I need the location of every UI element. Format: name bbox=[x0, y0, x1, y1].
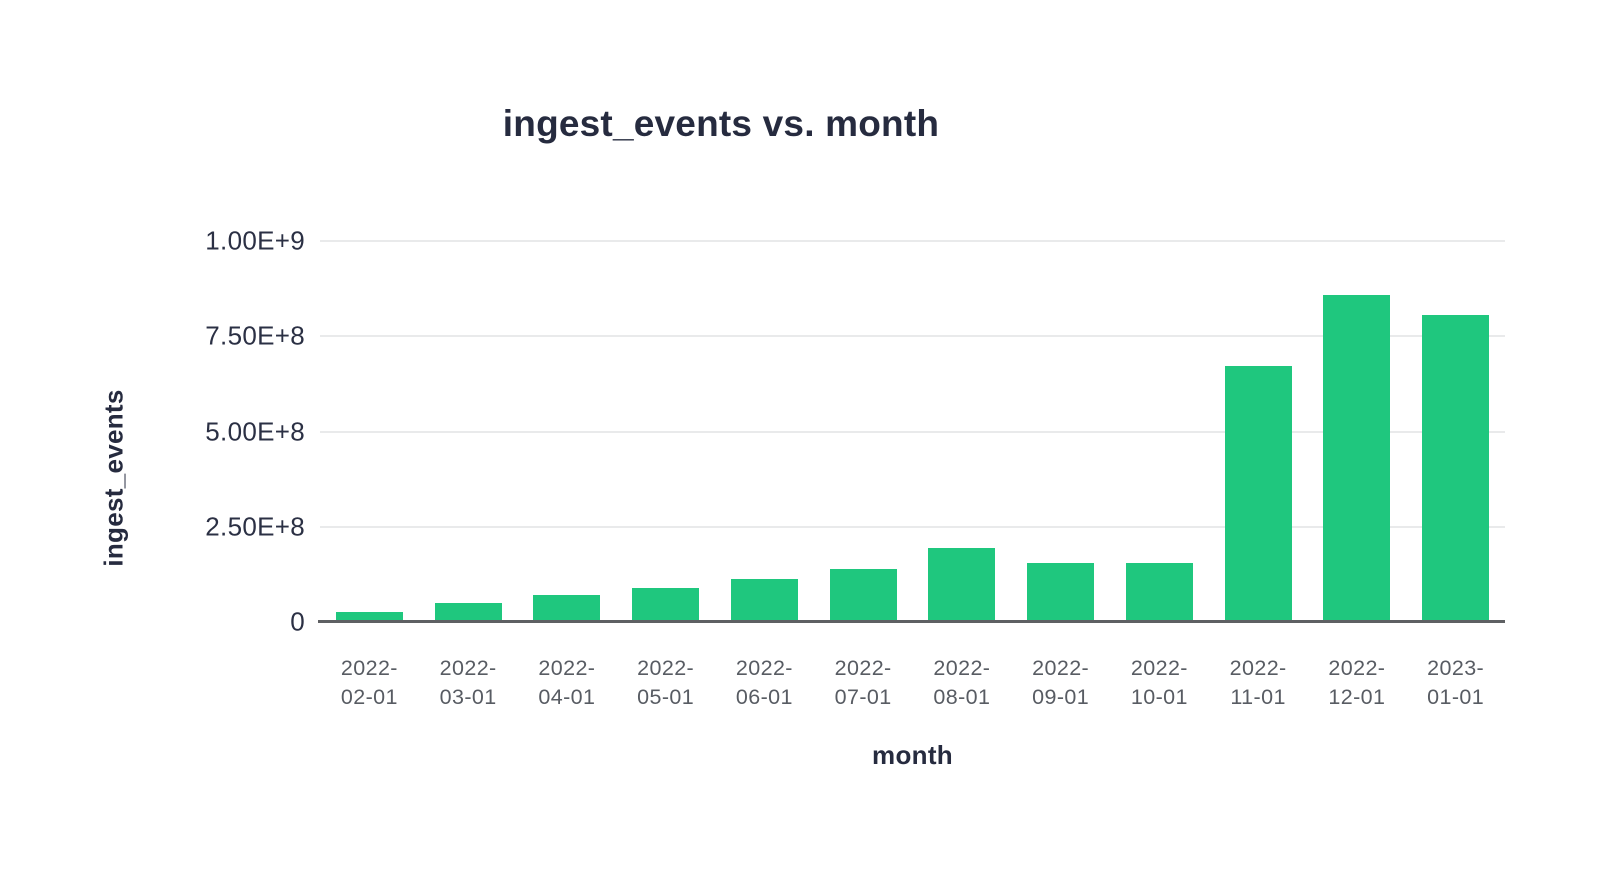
x-tick-line-date: 01-01 bbox=[1427, 685, 1485, 709]
plot-area bbox=[318, 240, 1505, 623]
x-tick-line-date: 10-01 bbox=[1130, 685, 1188, 709]
y-tick-label: 7.50E+8 bbox=[205, 320, 305, 351]
x-tick-labels: 2022- 02-01 2022- 03-01 2022- 04-01 2022- 05-01… bbox=[320, 654, 1505, 712]
bar-slot bbox=[913, 241, 1012, 622]
bar-slot bbox=[1209, 241, 1308, 622]
x-tick-label: 2022- 02-01 bbox=[320, 654, 419, 712]
x-tick-line-date: 06-01 bbox=[735, 685, 793, 709]
x-axis-line bbox=[318, 620, 1505, 623]
bar-slot bbox=[1110, 241, 1209, 622]
x-axis-title: month bbox=[872, 740, 953, 770]
bar-slot bbox=[1308, 241, 1407, 622]
bar-2022-02-01 bbox=[335, 612, 403, 622]
bar-slot bbox=[518, 241, 617, 622]
x-tick-line-year: 2022- bbox=[1229, 656, 1287, 680]
y-tick-label: 5.00E+8 bbox=[205, 416, 305, 446]
x-tick-line-date: 09-01 bbox=[1032, 685, 1090, 709]
bar-slot bbox=[814, 241, 913, 622]
x-tick-line-date: 04-01 bbox=[538, 685, 596, 709]
x-tick-label: 2023- 01-01 bbox=[1406, 654, 1505, 712]
x-tick-label: 2022- 07-01 bbox=[814, 654, 913, 712]
x-tick-label: 2022- 08-01 bbox=[913, 654, 1012, 712]
bar-slot bbox=[1406, 241, 1505, 622]
bar-2022-11-01 bbox=[1224, 365, 1292, 622]
x-tick-label: 2022- 06-01 bbox=[715, 654, 814, 712]
x-tick-label: 2022- 05-01 bbox=[616, 654, 715, 712]
bar-2022-08-01 bbox=[928, 548, 996, 622]
bar-slot bbox=[616, 241, 715, 622]
bar-2022-06-01 bbox=[730, 578, 798, 622]
x-tick-label: 2022- 09-01 bbox=[1011, 654, 1110, 712]
bar-2022-05-01 bbox=[632, 588, 700, 622]
x-tick-line-date: 02-01 bbox=[340, 685, 398, 709]
x-tick-line-year: 2022- bbox=[1032, 656, 1090, 680]
bar-2022-09-01 bbox=[1027, 562, 1095, 622]
x-tick-label: 2022- 12-01 bbox=[1308, 654, 1407, 712]
gridline bbox=[320, 430, 1505, 433]
bar-series bbox=[320, 241, 1505, 622]
x-tick-line-year: 2022- bbox=[1130, 656, 1188, 680]
x-tick-label: 2022- 03-01 bbox=[419, 654, 518, 712]
x-tick-line-date: 05-01 bbox=[637, 685, 695, 709]
x-tick-label: 2022- 11-01 bbox=[1209, 654, 1308, 712]
gridline bbox=[320, 240, 1505, 242]
gridline bbox=[320, 525, 1505, 528]
x-tick-line-date: 11-01 bbox=[1230, 685, 1286, 709]
x-tick-line-date: 07-01 bbox=[834, 685, 892, 709]
bar-2022-07-01 bbox=[829, 569, 897, 622]
x-tick-line-date: 12-01 bbox=[1328, 685, 1386, 709]
chart-title: ingest_events vs. month bbox=[502, 103, 940, 144]
x-tick-label: 2022- 04-01 bbox=[518, 654, 617, 712]
gridline bbox=[320, 335, 1505, 338]
x-tick-line-year: 2023- bbox=[1427, 656, 1485, 680]
x-tick-line-year: 2022- bbox=[1328, 656, 1386, 680]
bar-2023-01-01 bbox=[1422, 315, 1490, 622]
x-tick-line-date: 03-01 bbox=[439, 685, 497, 709]
x-tick-line-year: 2022- bbox=[834, 656, 892, 680]
y-tick-labels: 1.00E+9 7.50E+8 5.00E+8 2.50E+8 0 bbox=[0, 226, 305, 637]
gridlines bbox=[320, 240, 1505, 622]
bar-slot bbox=[320, 241, 419, 622]
x-tick-line-year: 2022- bbox=[538, 656, 596, 680]
x-tick-label: 2022- 10-01 bbox=[1110, 654, 1209, 712]
bar-slot bbox=[419, 241, 518, 622]
bar-2022-03-01 bbox=[434, 602, 502, 622]
x-tick-line-year: 2022- bbox=[637, 656, 695, 680]
bar-slot bbox=[1011, 241, 1110, 622]
bar-2022-10-01 bbox=[1125, 562, 1193, 622]
bar-slot bbox=[715, 241, 814, 622]
x-tick-line-year: 2022- bbox=[933, 656, 991, 680]
y-tick-label: 2.50E+8 bbox=[205, 511, 305, 542]
x-tick-line-date: 08-01 bbox=[933, 685, 991, 709]
x-tick-line-year: 2022- bbox=[735, 656, 793, 680]
y-tick-label: 0 bbox=[290, 606, 305, 637]
x-tick-line-year: 2022- bbox=[340, 656, 398, 680]
x-tick-line-year: 2022- bbox=[439, 656, 497, 680]
bar-2022-04-01 bbox=[533, 594, 601, 622]
y-tick-label: 1.00E+9 bbox=[205, 225, 305, 256]
bar-2022-12-01 bbox=[1323, 295, 1391, 622]
